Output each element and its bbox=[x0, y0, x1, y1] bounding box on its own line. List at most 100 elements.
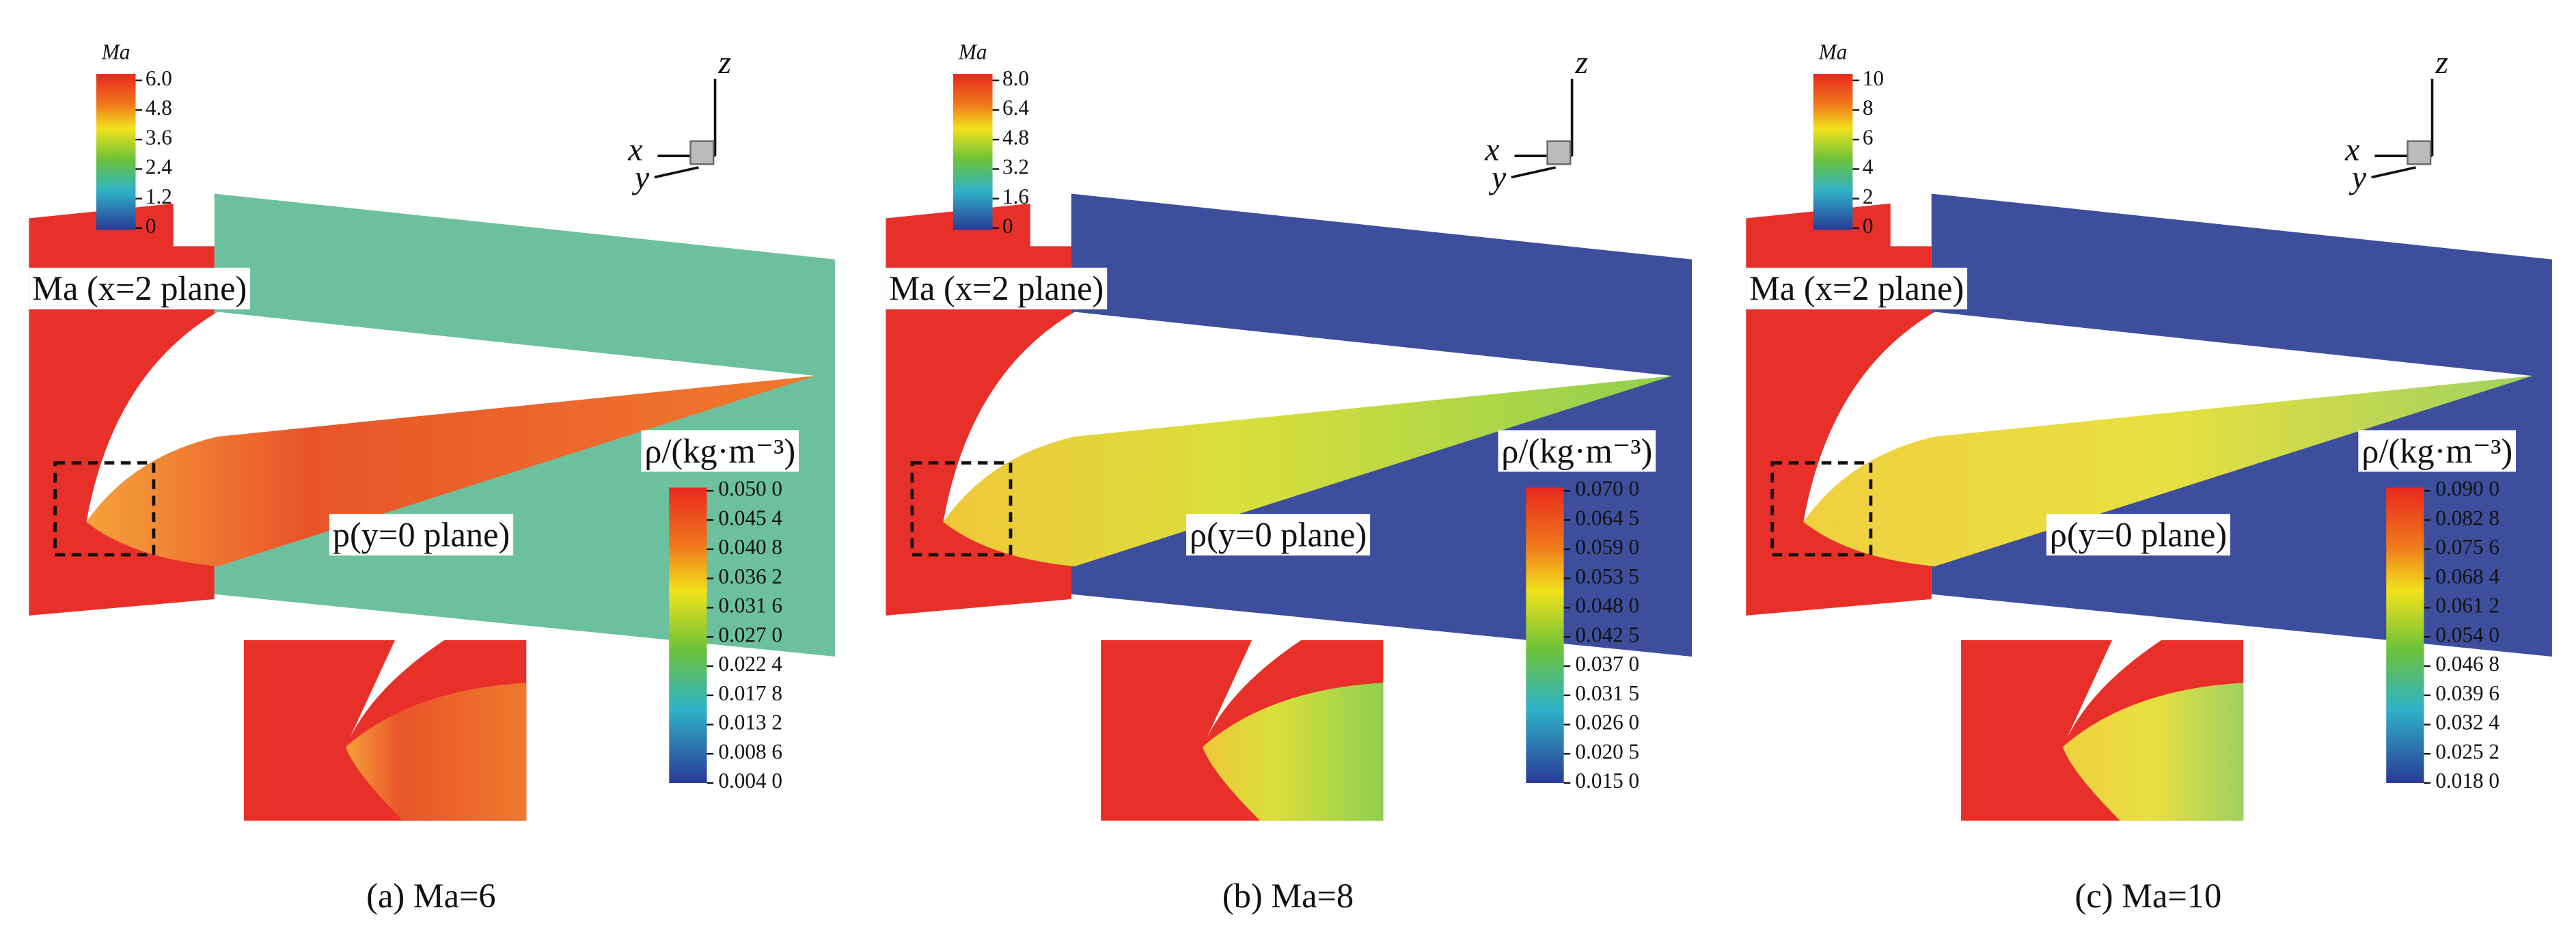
y0-label: p(y=0 plane) bbox=[333, 516, 510, 554]
ma-tick-label: 1.6 bbox=[1002, 184, 1029, 208]
ma-legend-title: Ma bbox=[101, 40, 131, 64]
ma-tick-label: 0 bbox=[1863, 214, 1874, 238]
cavity bbox=[86, 312, 816, 522]
ma-tick-label: 0 bbox=[1002, 214, 1013, 238]
rho-colorbar bbox=[2386, 487, 2424, 783]
y0-label: ρ(y=0 plane) bbox=[1190, 516, 1367, 554]
rho-tick-label: 0.039 6 bbox=[2435, 681, 2499, 705]
rho-tick-label: 0.015 0 bbox=[1575, 769, 1639, 793]
plane-label-box bbox=[886, 267, 1108, 310]
y0-label-box bbox=[1186, 514, 1371, 555]
rho-legend-title: ρ/(kg·m⁻³) bbox=[1501, 432, 1652, 470]
rho-tick-label: 0.045 4 bbox=[718, 506, 782, 530]
rho-tick-label: 0.026 0 bbox=[1575, 711, 1639, 734]
ma-tick-label: 2 bbox=[1863, 184, 1874, 208]
ma-tick-label: 6.0 bbox=[146, 66, 172, 90]
axis-z-label: z bbox=[717, 44, 731, 81]
panel: Ma 10 8 6 4 2 0 z xy Ma (x=2 plane) ρ(y=0 plane) ρ/… bbox=[1746, 40, 2552, 915]
ma-tick-label: 4.8 bbox=[146, 96, 172, 120]
y0-label: ρ(y=0 plane) bbox=[2050, 516, 2227, 554]
rho-tick-label: 0.031 5 bbox=[1575, 681, 1639, 705]
rho-tick-label: 0.032 4 bbox=[2435, 711, 2499, 734]
axis-y-label: y bbox=[2348, 159, 2367, 195]
rho-tick-label: 0.059 0 bbox=[1575, 535, 1639, 559]
inset-wedge bbox=[345, 683, 527, 821]
rho-tick-label: 0.048 0 bbox=[1575, 594, 1639, 618]
axis-x-label: x bbox=[1484, 131, 1499, 167]
plane-label-box bbox=[29, 267, 251, 310]
inset-cut bbox=[2062, 640, 2162, 747]
rho-tick-label: 0.036 2 bbox=[718, 564, 782, 588]
plane-label: Ma (x=2 plane) bbox=[32, 269, 247, 307]
rho-tick-label: 0.004 0 bbox=[718, 769, 782, 793]
ma-tick-label: 4 bbox=[1863, 155, 1874, 179]
panel: Ma 8.0 6.4 4.8 3.2 1.6 0 z xy Ma (x=2 plane) ρ(y=0… bbox=[886, 40, 1693, 915]
rho-colorbar bbox=[669, 487, 707, 783]
axis-cube bbox=[1546, 140, 1572, 165]
ma-tick-label: 0 bbox=[146, 214, 156, 238]
axis-cube bbox=[2407, 140, 2432, 165]
rho-tick-label: 0.053 5 bbox=[1575, 564, 1639, 588]
rho-tick-label: 0.075 6 bbox=[2435, 535, 2499, 559]
rho-colorbar bbox=[1526, 487, 1564, 783]
inset-wedge bbox=[2062, 683, 2244, 821]
ma-tick-label: 1.2 bbox=[146, 184, 172, 208]
rho-legend-title: ρ/(kg·m⁻³) bbox=[2361, 432, 2512, 470]
y0-label-box bbox=[329, 514, 514, 555]
axis-y-label: y bbox=[1488, 159, 1507, 195]
y0-label-box bbox=[2046, 514, 2231, 555]
ma-legend-title: Ma bbox=[958, 40, 987, 64]
ma-tick-label: 8 bbox=[1863, 96, 1874, 120]
rho-tick-label: 0.064 5 bbox=[1575, 506, 1639, 530]
rho-tick-label: 0.018 0 bbox=[2435, 769, 2499, 793]
ma-tick-label: 6.4 bbox=[1002, 96, 1029, 120]
rho-tick-label: 0.031 6 bbox=[718, 594, 782, 618]
plane-label: Ma (x=2 plane) bbox=[889, 269, 1104, 307]
ma-tick-label: 3.2 bbox=[1002, 155, 1029, 179]
rho-tick-label: 0.013 2 bbox=[718, 711, 782, 734]
rho-tick-label: 0.042 5 bbox=[1575, 622, 1639, 646]
rho-tick-label: 0.027 0 bbox=[718, 622, 782, 646]
ma-colorbar bbox=[96, 74, 136, 230]
rho-legend-title: ρ/(kg·m⁻³) bbox=[644, 432, 795, 470]
rho-tick-label: 0.040 8 bbox=[718, 535, 782, 559]
ma-tick-label: 10 bbox=[1863, 66, 1884, 90]
rho-tick-label: 0.050 0 bbox=[718, 477, 782, 501]
rho-legend-title-box bbox=[641, 430, 799, 472]
rho-tick-label: 0.025 2 bbox=[2435, 739, 2499, 763]
inset-wedge bbox=[1203, 683, 1384, 821]
ma-tick-label: 8.0 bbox=[1002, 66, 1029, 90]
caption: (b) Ma=8 bbox=[1222, 877, 1354, 915]
body bbox=[1803, 376, 2533, 566]
caption: (a) Ma=6 bbox=[366, 877, 496, 915]
rho-legend-title-box bbox=[2358, 430, 2516, 472]
caption: (c) Ma=10 bbox=[2075, 877, 2222, 915]
axis-y bbox=[2371, 166, 2416, 179]
ma-tick-label: 3.6 bbox=[146, 125, 172, 149]
rho-tick-label: 0.037 0 bbox=[1575, 652, 1639, 676]
ma-tick-label: 6 bbox=[1863, 125, 1874, 149]
rho-tick-label: 0.022 4 bbox=[718, 652, 782, 676]
zoom-box bbox=[910, 461, 1013, 557]
axis-y-label: y bbox=[631, 159, 650, 195]
axis-z-label: z bbox=[1574, 44, 1588, 81]
ma-legend-title: Ma bbox=[1818, 40, 1848, 64]
axis-y bbox=[1511, 166, 1556, 179]
plane-label: Ma (x=2 plane) bbox=[1749, 269, 1964, 307]
ma-colorbar bbox=[953, 74, 993, 230]
inset-cut bbox=[1203, 640, 1302, 747]
rho-tick-label: 0.070 0 bbox=[1575, 477, 1639, 501]
rho-tick-label: 0.082 8 bbox=[2435, 506, 2499, 530]
rho-tick-label: 0.090 0 bbox=[2435, 477, 2499, 501]
zoom-box bbox=[1770, 461, 1873, 557]
axis-y bbox=[654, 166, 699, 179]
cavity bbox=[943, 312, 1673, 522]
ma-tick-label: 4.8 bbox=[1002, 125, 1029, 149]
axis-x-label: x bbox=[627, 131, 642, 167]
axis-z-label: z bbox=[2435, 44, 2448, 81]
panel: Ma 6.0 4.8 3.6 2.4 1.2 0 z xy Ma (x=2 plane) p(y=0… bbox=[29, 40, 835, 915]
rho-tick-label: 0.020 5 bbox=[1575, 739, 1639, 763]
rho-legend-title-box bbox=[1498, 430, 1656, 472]
inset-cut bbox=[345, 640, 445, 747]
